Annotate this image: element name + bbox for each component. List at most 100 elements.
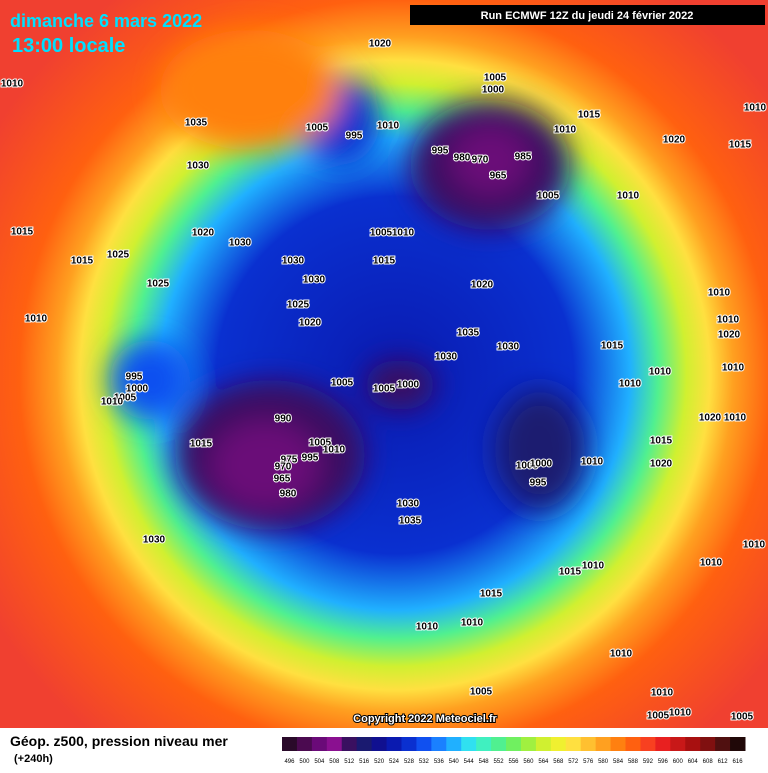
pressure-label: 995 [302,453,319,464]
pressure-label: 1010 [649,367,672,378]
colorbar-tick-label: 520 [374,759,385,765]
pressure-label: 1030 [143,535,166,546]
colorbar-tick-label: 508 [329,759,340,765]
colorbar-tick-label: 576 [583,759,594,765]
color-swatch [565,737,582,751]
color-swatch [520,737,537,751]
pressure-label: 1005 [309,438,332,449]
colorbar-tick-label: 584 [613,759,624,765]
color-swatch [461,737,477,751]
pressure-label: 995 [432,146,449,157]
color-swatch [715,737,731,751]
pressure-label: 975 [281,455,298,466]
color-swatch [700,737,716,751]
time: 13:00 locale [12,35,125,57]
pressure-label: 1005 [306,123,329,134]
pressure-label: 1010 [617,191,640,202]
pressure-label: 1010 [377,121,400,132]
pressure-label: 1025 [107,250,130,261]
colorbar-tick-label: 544 [464,759,475,765]
pressure-label: 1005 [331,378,354,389]
pressure-label: 1005 [647,711,670,722]
color-swatch [625,737,641,751]
color-swatch [655,737,671,751]
map-field [110,30,585,530]
color-swatch [670,737,686,751]
colorbar-tick-label: 572 [568,759,579,765]
pressure-label: 1015 [71,256,94,267]
color-swatch [506,737,522,751]
colorbar-tick-label: 528 [404,759,415,765]
colorbar-tick-label: 600 [673,759,684,765]
color-swatch [311,737,328,751]
pressure-label: 1005 [731,712,754,723]
colorbar-tick-label: 608 [703,759,714,765]
pressure-label: 985 [515,152,532,163]
pressure-label: 1005 [537,191,560,202]
pressure-label: 1000 [397,380,420,391]
color-swatch [476,737,492,751]
color-swatch [431,737,447,751]
pressure-label: 1015 [190,439,213,450]
pressure-label: 1030 [282,256,305,267]
color-swatch [341,737,358,751]
color-swatch [282,737,298,751]
pressure-label: 990 [275,414,292,425]
pressure-label: 1005 [114,393,137,404]
pressure-label: 1015 [650,436,673,447]
color-swatch [326,737,343,751]
pressure-label: 1015 [578,110,601,121]
color-swatch [595,737,612,751]
pressure-label: 1005 [370,228,393,239]
color-swatch [356,737,373,751]
pressure-label: 1010 [323,445,346,456]
pressure-label: 1010 [610,649,633,660]
pressure-label: 1010 [619,379,642,390]
pressure-label: 1010 [722,363,745,374]
pressure-label: 1010 [717,315,740,326]
pressure-label: 1020 [299,318,322,329]
pressure-label: 970 [472,155,489,166]
pressure-label: 1020 [650,459,673,470]
pressure-label: 1015 [480,589,503,600]
color-swatch [416,737,432,751]
colorbar-tick-label: 612 [718,759,729,765]
pressure-label: 1010 [25,314,48,325]
colorbar-tick-label: 592 [643,759,654,765]
pressure-label: 1020 [699,413,722,424]
pressure-label: 1000 [530,459,553,470]
pressure-label: 1025 [147,279,170,290]
pressure-label: 1030 [397,499,420,510]
pressure-label: 1030 [187,161,210,172]
pressure-label: 1020 [192,228,215,239]
pressure-label: 1005 [516,461,539,472]
colorbar-tick-label: 536 [434,759,445,765]
pressure-label: 1010 [743,540,766,551]
colorbar-tick-label: 500 [299,759,310,765]
colorbar-tick-label: 516 [359,759,370,765]
pressure-label: 1030 [303,275,326,286]
lead-time: (+240h) [14,753,53,765]
pressure-label: 1020 [369,39,392,50]
pressure-label: 1010 [744,103,767,114]
pressure-label: 1010 [1,79,24,90]
pressure-label: 1010 [724,413,747,424]
colorbar: 496 500 504 508 512 516 520 524 528 532 536 540 544 5… [282,737,746,765]
colorbar-tick-label: 604 [688,759,699,765]
colorbar-tick-label: 556 [508,759,519,765]
color-swatch [550,737,567,751]
pressure-label: 1020 [663,135,686,146]
colorbar-tick-label: 568 [553,759,564,765]
pressure-label: 1010 [669,708,692,719]
color-swatch [401,737,417,751]
pressure-label: 1010 [554,125,577,136]
colorbar-tick-label: 552 [494,759,505,765]
color-swatch [446,737,462,751]
pressure-label: 1035 [457,328,480,339]
colorbar-tick-label: 496 [284,759,295,765]
pressure-label: 1010 [651,688,674,699]
colorbar-tick-label: 564 [538,759,549,765]
pressure-label: 980 [280,489,297,500]
run: Run ECMWF 12Z du jeudi 24 février 2022 [481,10,694,22]
color-swatch [371,737,388,751]
